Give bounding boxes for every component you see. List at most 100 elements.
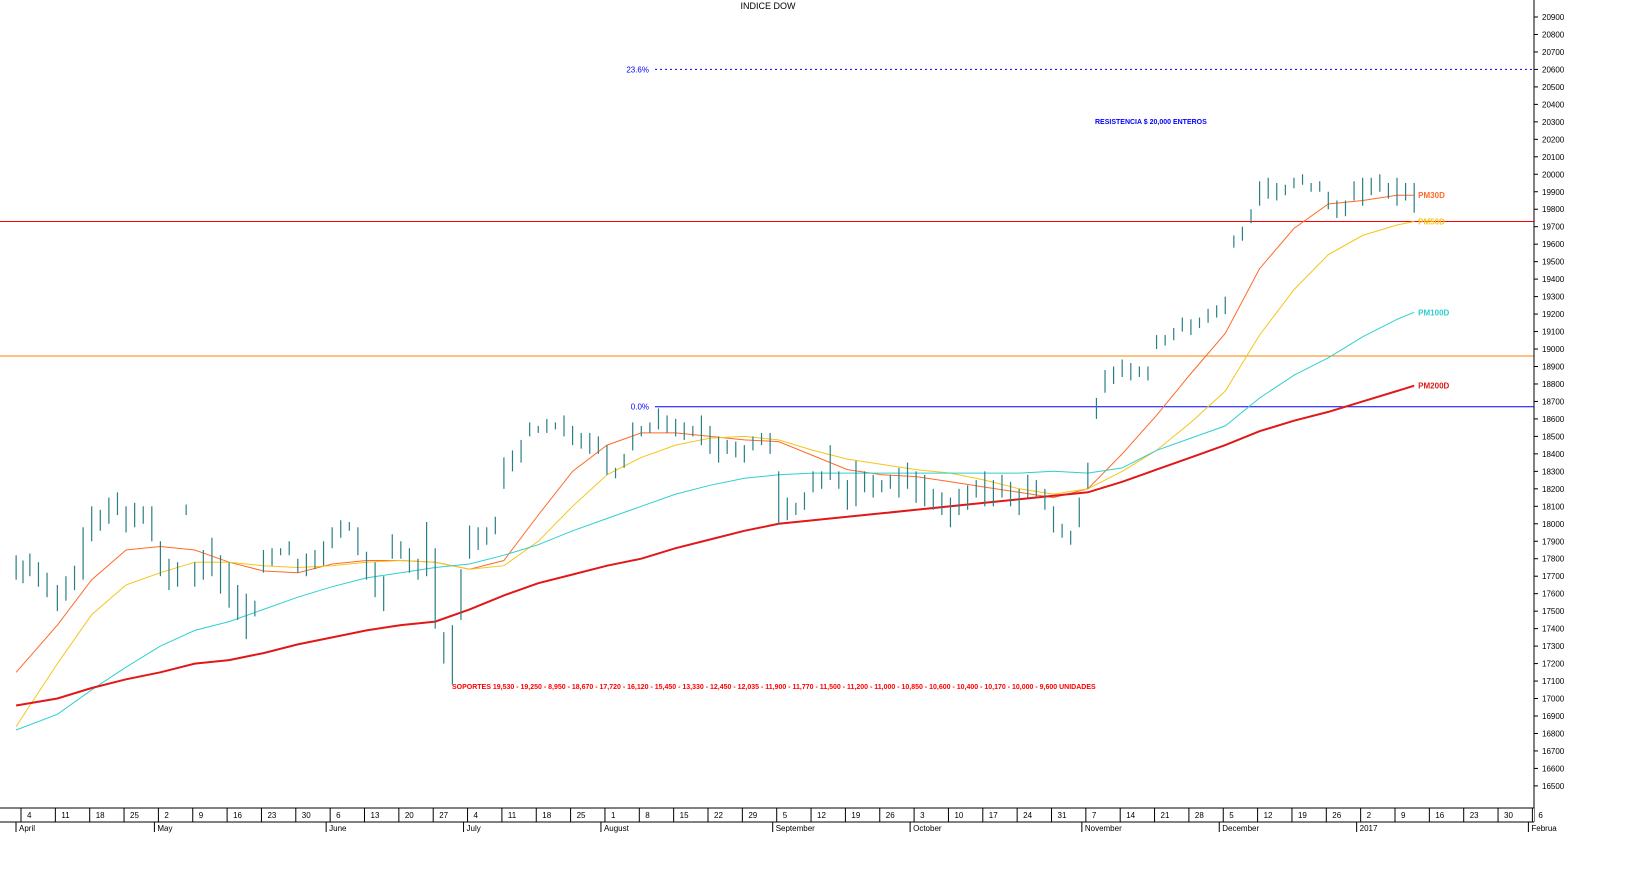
x-tick-label: 26: [886, 811, 895, 820]
x-tick-label: 22: [714, 811, 723, 820]
y-tick-label: 20500: [1542, 83, 1565, 92]
y-tick-label: 18800: [1542, 380, 1565, 389]
x-tick-label: 29: [748, 811, 757, 820]
month-label: Februa: [1531, 824, 1557, 833]
x-tick-label: 1: [611, 811, 616, 820]
y-tick-label: 19600: [1542, 240, 1565, 249]
moving-average-lines: [15, 194, 1415, 731]
x-tick-label: 27: [439, 811, 448, 820]
month-label: December: [1222, 824, 1259, 833]
y-tick-label: 19200: [1542, 310, 1565, 319]
y-tick-label: 18200: [1542, 485, 1565, 494]
y-tick-label: 16500: [1542, 782, 1565, 791]
month-label: 2017: [1360, 824, 1378, 833]
chart-title: INDICE DOW: [741, 1, 797, 11]
x-tick-label: 19: [1298, 811, 1307, 820]
x-tick-label: 4: [474, 811, 479, 820]
month-label: October: [913, 824, 942, 833]
x-tick-label: 13: [371, 811, 380, 820]
y-tick-label: 17700: [1542, 572, 1565, 581]
y-tick-label: 19400: [1542, 275, 1565, 284]
x-tick-label: 6: [336, 811, 341, 820]
x-tick-label: 11: [61, 811, 70, 820]
y-tick-label: 17800: [1542, 555, 1565, 564]
y-tick-label: 16700: [1542, 747, 1565, 756]
x-tick-label: 30: [302, 811, 311, 820]
month-label: May: [157, 824, 172, 833]
x-tick-label: 4: [27, 811, 32, 820]
x-axis-background: [0, 808, 1534, 874]
y-tick-label: 20000: [1542, 170, 1565, 179]
y-tick-label: 19100: [1542, 328, 1565, 337]
x-tick-label: 31: [1058, 811, 1067, 820]
resistance-annotation: RESISTENCIA $ 20,000 ENTEROS: [1095, 119, 1207, 126]
x-tick-label: 7: [1092, 811, 1097, 820]
y-tick-label: 20200: [1542, 135, 1565, 144]
y-tick-label: 17300: [1542, 642, 1565, 651]
reference-lines: 23.6% 0.0%: [0, 65, 1534, 412]
y-tick-label: 20800: [1542, 30, 1565, 39]
x-tick-label: 12: [817, 811, 826, 820]
reference-line-label: 0.0%: [631, 403, 649, 412]
x-tick-label: 2: [1367, 811, 1372, 820]
x-tick-label: 8: [645, 811, 650, 820]
series-line: [15, 384, 1415, 707]
x-tick-label: 3: [920, 811, 925, 820]
y-tick-label: 19800: [1542, 205, 1565, 214]
x-tick-label: 5: [783, 811, 788, 820]
series-label: PM30D: [1418, 191, 1445, 200]
month-label: September: [776, 824, 815, 833]
x-tick-label: 24: [1023, 811, 1032, 820]
y-tick-label: 16600: [1542, 764, 1565, 773]
y-tick-label: 18500: [1542, 432, 1565, 441]
y-tick-label: 17100: [1542, 677, 1565, 686]
y-tick-label: 17400: [1542, 625, 1565, 634]
x-tick-label: 25: [130, 811, 139, 820]
y-tick-label: 20700: [1542, 48, 1565, 57]
y-tick-label: 19000: [1542, 345, 1565, 354]
month-label: November: [1085, 824, 1122, 833]
y-tick-label: 16900: [1542, 712, 1565, 721]
series-line: [15, 221, 1415, 727]
y-tick-label: 17600: [1542, 590, 1565, 599]
x-tick-label: 14: [1126, 811, 1135, 820]
y-tick-label: 18300: [1542, 467, 1565, 476]
x-tick-label: 11: [508, 811, 517, 820]
x-tick-label: 18: [542, 811, 551, 820]
series-label: PM200D: [1418, 382, 1449, 391]
y-tick-label: 17200: [1542, 660, 1565, 669]
series-label: PM50D: [1418, 217, 1445, 226]
y-tick-label: 19700: [1542, 223, 1565, 232]
y-tick-label: 19900: [1542, 188, 1565, 197]
y-tick-label: 18600: [1542, 415, 1565, 424]
y-tick-label: 18700: [1542, 397, 1565, 406]
x-tick-label: 21: [1161, 811, 1170, 820]
x-tick-label: 23: [267, 811, 276, 820]
x-tick-label: 25: [577, 811, 586, 820]
y-tick-label: 16800: [1542, 729, 1565, 738]
x-tick-label: 18: [96, 811, 105, 820]
y-tick-label: 17500: [1542, 607, 1565, 616]
y-tick-label: 17000: [1542, 695, 1565, 704]
x-tick-label: 9: [199, 811, 204, 820]
x-tick-label: 9: [1401, 811, 1406, 820]
x-tick-label: 16: [233, 811, 242, 820]
y-tick-label: 20300: [1542, 118, 1565, 127]
price-bars: [15, 174, 1415, 685]
y-tick-label: 18900: [1542, 363, 1565, 372]
series-label: PM100D: [1418, 308, 1449, 317]
y-tick-label: 18000: [1542, 520, 1565, 529]
series-labels: PM30D PM50D PM100D PM200D: [1418, 191, 1449, 390]
x-tick-label: 15: [680, 811, 689, 820]
x-tick-label: 6: [1538, 811, 1543, 820]
y-tick-label: 17900: [1542, 537, 1565, 546]
x-tick-label: 12: [1264, 811, 1273, 820]
month-label: August: [604, 824, 630, 833]
x-tick-label: 2: [164, 811, 169, 820]
y-tick-label: 18400: [1542, 450, 1565, 459]
x-tick-label: 30: [1504, 811, 1513, 820]
x-tick-label: 5: [1229, 811, 1234, 820]
x-tick-label: 19: [851, 811, 860, 820]
